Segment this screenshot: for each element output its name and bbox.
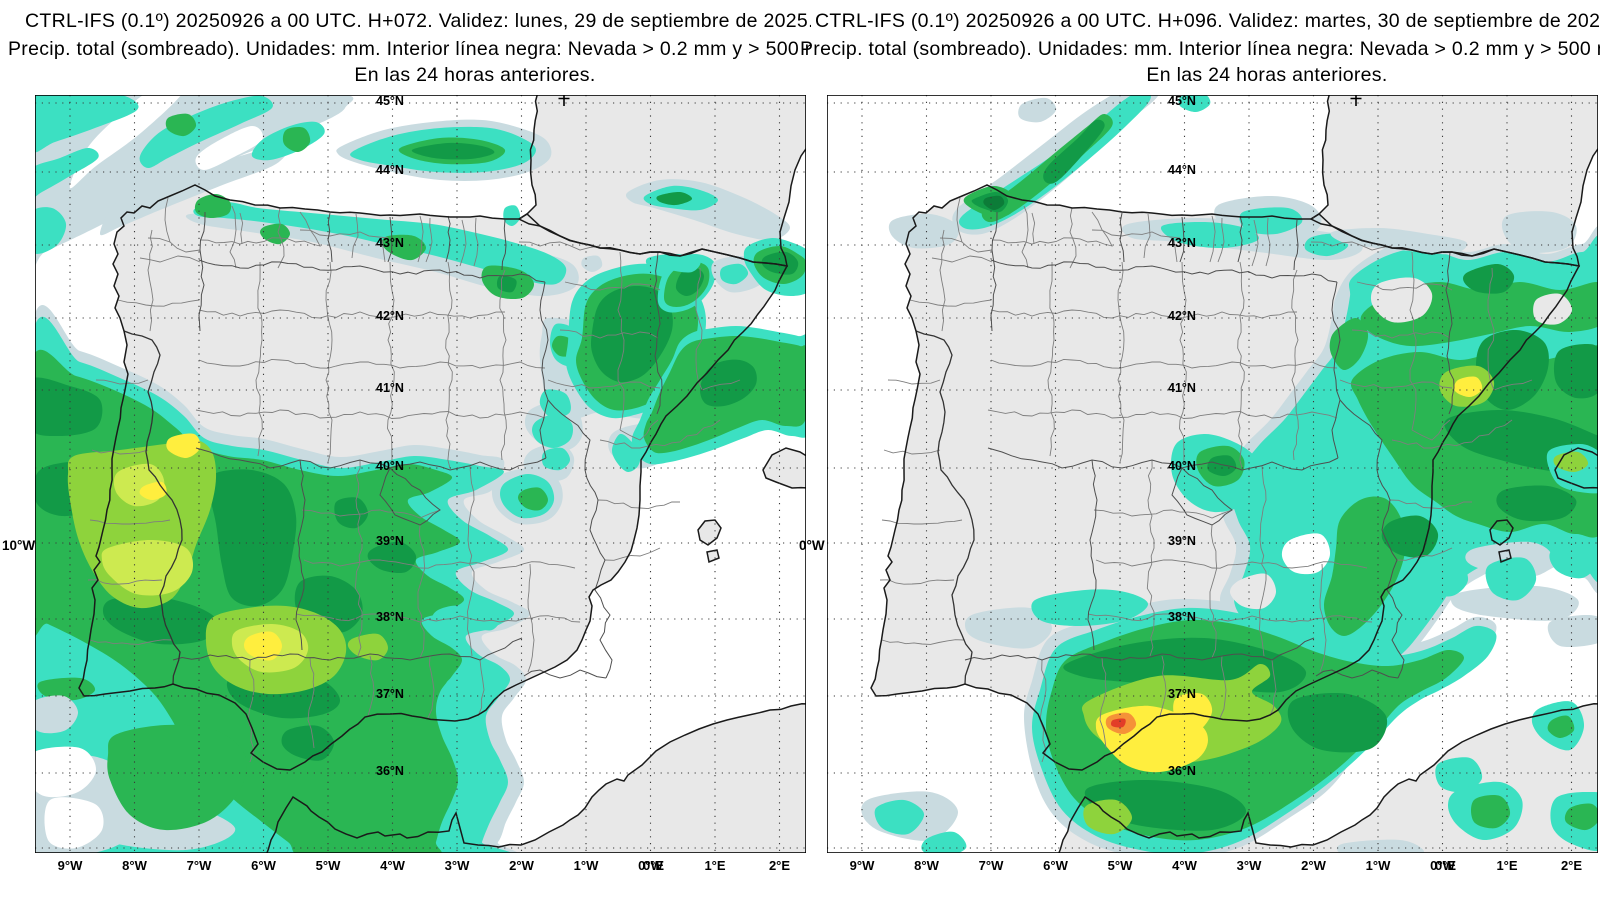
svg-text:36°N: 36°N bbox=[1168, 764, 1196, 778]
svg-text:5°W: 5°W bbox=[316, 858, 341, 873]
svg-text:40°N: 40°N bbox=[376, 459, 404, 473]
svg-text:2°W: 2°W bbox=[509, 858, 534, 873]
svg-text:37°N: 37°N bbox=[1168, 687, 1196, 701]
svg-text:3°W: 3°W bbox=[1237, 858, 1262, 873]
svg-text:43°N: 43°N bbox=[376, 236, 404, 250]
svg-text:9°W: 9°W bbox=[850, 858, 875, 873]
svg-text:44°N: 44°N bbox=[1168, 163, 1196, 177]
svg-text:42°N: 42°N bbox=[1168, 309, 1196, 323]
svg-text:0°W: 0°W bbox=[1430, 858, 1455, 873]
svg-text:4°W: 4°W bbox=[1172, 858, 1197, 873]
svg-text:1°W: 1°W bbox=[574, 858, 599, 873]
svg-text:42°N: 42°N bbox=[376, 309, 404, 323]
svg-text:8°W: 8°W bbox=[122, 858, 147, 873]
svg-text:0°W: 0°W bbox=[799, 538, 825, 553]
svg-text:2°W: 2°W bbox=[1301, 858, 1326, 873]
svg-text:41°N: 41°N bbox=[1168, 381, 1196, 395]
svg-text:37°N: 37°N bbox=[376, 687, 404, 701]
svg-text:7°W: 7°W bbox=[187, 858, 212, 873]
svg-text:0°E: 0°E bbox=[643, 858, 664, 873]
svg-text:5°W: 5°W bbox=[1108, 858, 1133, 873]
svg-text:9°W: 9°W bbox=[58, 858, 83, 873]
svg-text:1°W: 1°W bbox=[1366, 858, 1391, 873]
svg-text:6°W: 6°W bbox=[251, 858, 276, 873]
svg-text:36°N: 36°N bbox=[376, 764, 404, 778]
svg-text:3°W: 3°W bbox=[445, 858, 470, 873]
svg-text:44°N: 44°N bbox=[376, 163, 404, 177]
svg-text:2°E: 2°E bbox=[769, 858, 790, 873]
svg-text:1°E: 1°E bbox=[704, 858, 725, 873]
svg-text:10°W: 10°W bbox=[2, 538, 35, 553]
svg-text:40°N: 40°N bbox=[1168, 459, 1196, 473]
svg-text:39°N: 39°N bbox=[376, 534, 404, 548]
svg-text:38°N: 38°N bbox=[376, 610, 404, 624]
svg-text:7°W: 7°W bbox=[979, 858, 1004, 873]
svg-text:8°W: 8°W bbox=[914, 858, 939, 873]
svg-text:41°N: 41°N bbox=[376, 381, 404, 395]
svg-text:43°N: 43°N bbox=[1168, 236, 1196, 250]
svg-text:4°W: 4°W bbox=[380, 858, 405, 873]
svg-text:0°E: 0°E bbox=[1435, 858, 1456, 873]
svg-text:39°N: 39°N bbox=[1168, 534, 1196, 548]
svg-text:1°E: 1°E bbox=[1496, 858, 1517, 873]
svg-text:2°E: 2°E bbox=[1561, 858, 1582, 873]
svg-text:45°N: 45°N bbox=[1168, 94, 1196, 108]
svg-text:45°N: 45°N bbox=[376, 94, 404, 108]
svg-text:6°W: 6°W bbox=[1043, 858, 1068, 873]
svg-text:0°W: 0°W bbox=[638, 858, 663, 873]
svg-text:38°N: 38°N bbox=[1168, 610, 1196, 624]
